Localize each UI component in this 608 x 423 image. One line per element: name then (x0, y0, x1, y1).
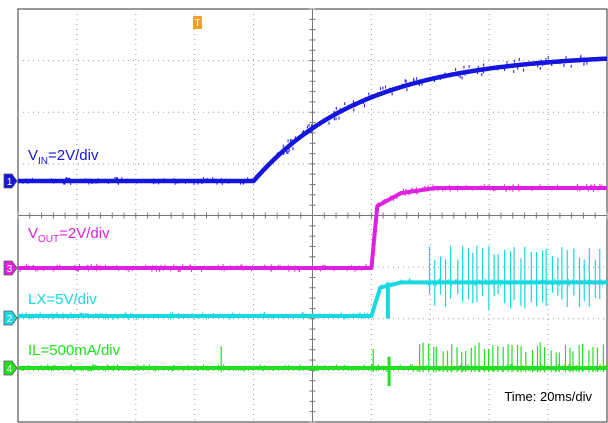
channel-label-ch1: VIN=2V/div (28, 147, 99, 167)
channel-label-ch2: LX=5V/div (28, 291, 97, 308)
channel-marker-ch4-number: 4 (7, 364, 13, 375)
trace-ch1 (16, 54, 608, 185)
channel-marker-ch2-number: 2 (7, 314, 13, 325)
channel-marker-ch3-number: 3 (7, 264, 13, 275)
traces (16, 54, 608, 387)
graticule (17, 8, 608, 423)
channel-marker-ch1-number: 1 (7, 177, 13, 188)
trace-ch4 (17, 342, 608, 387)
channel-label-ch4: IL=500mA/div (28, 342, 121, 359)
channel-marker-ch4: 4 (3, 360, 18, 376)
trigger-marker: T (193, 16, 202, 29)
channel-markers: 1 3 2 4 (3, 173, 18, 376)
trace-ch2 (17, 245, 608, 320)
trace-ch1-line (16, 56, 608, 184)
channel-marker-ch1: 1 (3, 173, 18, 189)
trigger-marker-label: T (194, 18, 200, 29)
channel-marker-ch3: 3 (3, 260, 18, 276)
time-scale-label: Time: 20ms/div (504, 389, 592, 404)
trace-ch3 (17, 183, 608, 272)
channel-label-ch3: VOUT=2V/div (28, 225, 110, 245)
channel-labels: VIN=2V/div VOUT=2V/div LX=5V/div IL=500mA/d… (28, 147, 121, 359)
trace-ch3-line (17, 186, 608, 270)
channel-marker-ch2: 2 (3, 310, 18, 326)
